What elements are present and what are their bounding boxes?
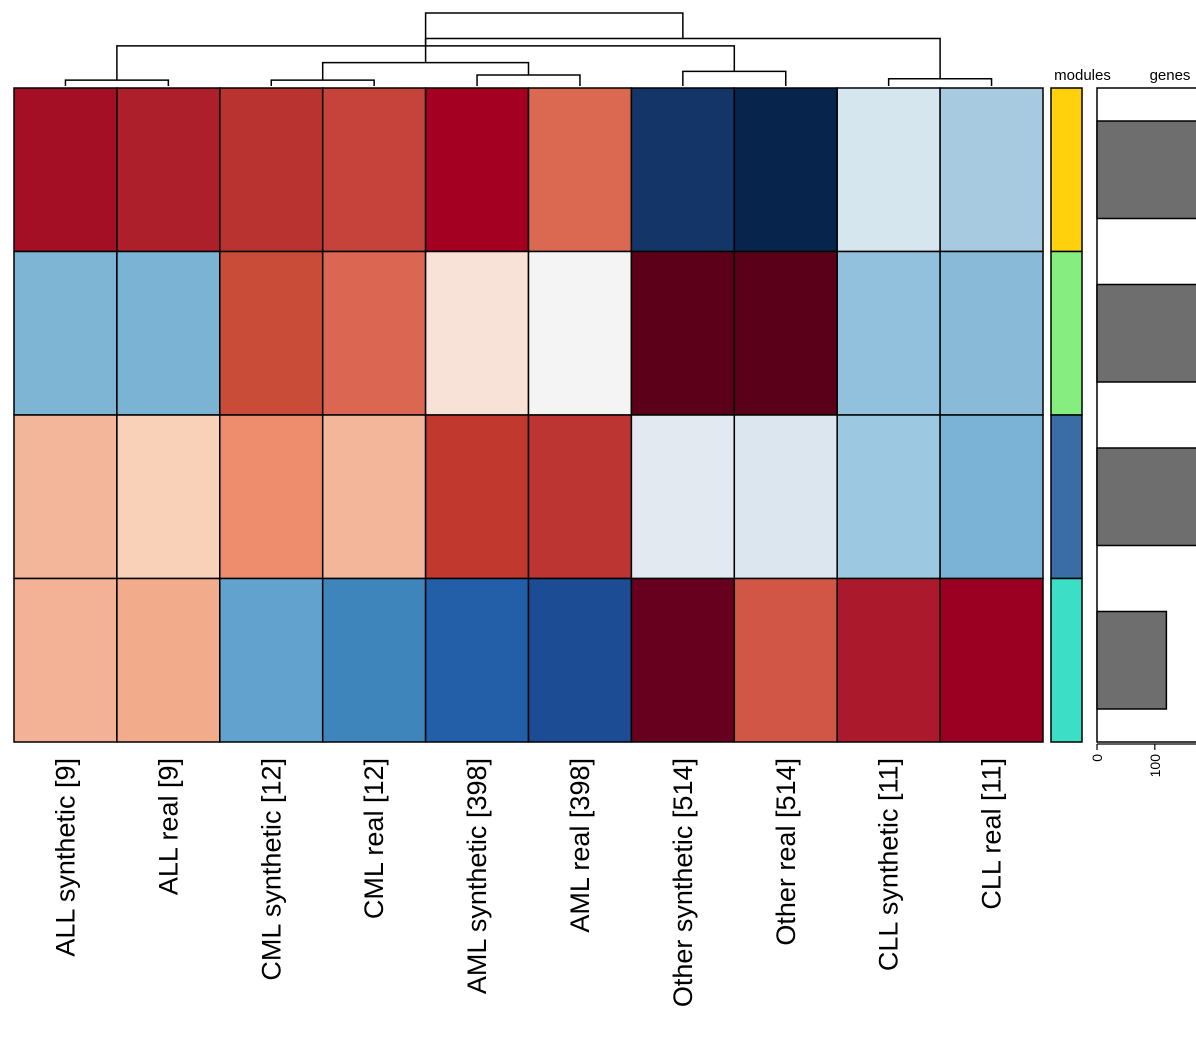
heatmap-cell	[321, 577, 427, 743]
bar-axis-tick-label: 0	[1089, 754, 1105, 762]
heatmap-cell	[527, 414, 633, 580]
heatmap-cell	[630, 87, 736, 253]
dendrogram-branch	[424, 12, 684, 46]
module-color-cell	[1050, 250, 1083, 416]
heatmap-cells	[13, 87, 1044, 743]
module-annotation-bar	[1050, 87, 1083, 743]
heatmap-cell	[13, 414, 118, 580]
heatmap-cell	[836, 250, 941, 416]
column-label: CLL synthetic [11]	[874, 758, 904, 971]
dendrogram-branch	[476, 74, 581, 86]
genes-label: genes	[1150, 67, 1191, 84]
heatmap-cell	[116, 87, 221, 253]
gene-count-bar	[1096, 447, 1196, 547]
heatmap-cell	[939, 577, 1044, 743]
column-label: Other synthetic [514]	[668, 758, 698, 1007]
heatmap-cell	[836, 414, 941, 580]
heatmap-cell	[630, 577, 736, 743]
heatmap-cell	[321, 87, 427, 253]
module-color-cell	[1050, 87, 1083, 253]
gene-count-bar	[1096, 283, 1196, 383]
heatmap-cell	[836, 577, 941, 743]
heatmap-cell	[939, 87, 1044, 253]
heatmap-cell	[424, 577, 530, 743]
column-label: AML synthetic [398]	[462, 758, 492, 994]
heatmap-cell	[630, 414, 736, 580]
heatmap-cell	[527, 250, 633, 416]
heatmap-cell	[13, 87, 118, 253]
heatmap-cell	[13, 577, 118, 743]
heatmap-cell	[424, 414, 530, 580]
column-label: Other real [514]	[771, 758, 801, 946]
heatmap-cell	[527, 87, 633, 253]
heatmap-cell	[321, 414, 427, 580]
heatmap-cell	[116, 577, 221, 743]
heatmap-cell	[630, 250, 736, 416]
heatmap-cell	[219, 577, 324, 743]
gene-count-bar	[1096, 610, 1168, 710]
column-labels: ALL synthetic [9] ALL real [9] CML synthet…	[50, 758, 1006, 1007]
heatmap-cell	[13, 250, 118, 416]
dendrogram-branch	[321, 61, 530, 81]
dendrogram-branch	[682, 70, 787, 86]
column-label: ALL synthetic [9]	[50, 758, 80, 957]
heatmap-cell	[424, 250, 530, 416]
column-label: AML real [398]	[565, 758, 595, 933]
gene-count-bar	[1096, 120, 1196, 220]
heatmap-cell	[321, 250, 427, 416]
genes-bar-panel: 0100200	[1089, 87, 1196, 778]
heatmap-cell	[939, 250, 1044, 416]
column-dendrogram	[64, 12, 993, 86]
heatmap-cell	[733, 250, 838, 416]
dendrogram-branch	[270, 79, 375, 86]
bar-axis-tick-label: 100	[1147, 754, 1163, 778]
column-label: ALL real [9]	[153, 758, 183, 895]
heatmap-cell	[219, 87, 324, 253]
bar-panel-frame	[1096, 87, 1196, 743]
heatmap-cell	[733, 577, 838, 743]
modules-label: modules	[1054, 67, 1111, 84]
module-color-cell	[1050, 577, 1083, 743]
dendrogram-branch	[887, 77, 993, 86]
heatmap-cell	[219, 250, 324, 416]
module-color-cell	[1050, 414, 1083, 580]
heatmap-cell	[424, 87, 530, 253]
heatmap-cell	[733, 414, 838, 580]
heatmap-cell	[219, 414, 324, 580]
heatmap-cell	[939, 414, 1044, 580]
column-label: CML real [12]	[359, 758, 389, 919]
heatmap-cell	[527, 577, 633, 743]
heatmap-cell	[116, 250, 221, 416]
heatmap-cell	[116, 414, 221, 580]
column-label: CLL real [11]	[977, 758, 1007, 910]
column-label: CML synthetic [12]	[256, 758, 286, 981]
heatmap-cell	[836, 87, 941, 253]
heatmap-cell	[733, 87, 838, 253]
dendrogram-branch	[64, 79, 170, 86]
